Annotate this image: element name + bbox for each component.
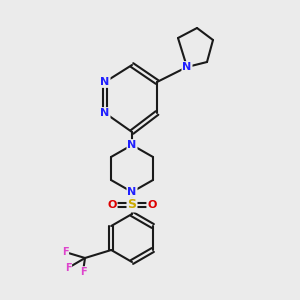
Text: F: F [80,267,86,277]
Text: S: S [128,199,136,212]
Text: F: F [65,263,71,273]
Text: N: N [182,62,192,72]
Text: O: O [147,200,157,210]
Text: N: N [100,77,109,87]
Text: F: F [62,247,68,257]
Text: N: N [128,187,136,197]
Text: N: N [100,108,109,118]
Text: O: O [107,200,117,210]
Text: N: N [128,140,136,150]
